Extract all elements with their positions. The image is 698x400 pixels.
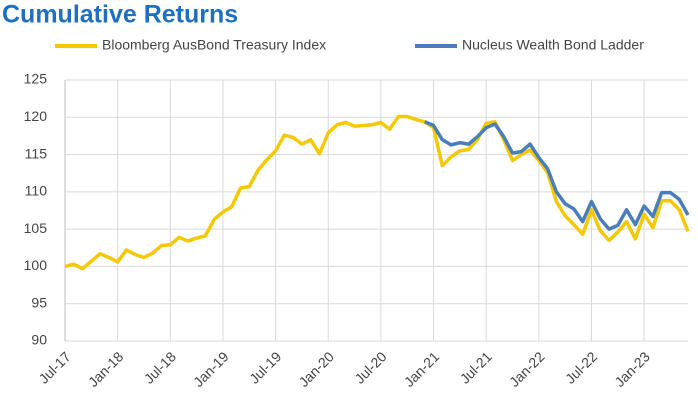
y-tick-label: 90	[31, 332, 47, 348]
y-tick-label: 110	[25, 183, 48, 199]
x-tick-label: Jul-19	[246, 348, 284, 386]
legend-label: Nucleus Wealth Bond Ladder	[462, 37, 644, 53]
legend-label: Bloomberg AusBond Treasury Index	[102, 37, 326, 53]
x-tick-label: Jul-17	[35, 348, 73, 386]
y-tick-label: 105	[24, 220, 48, 236]
x-tick-label: Jan-23	[611, 348, 653, 390]
series-line	[424, 120, 690, 231]
x-tick-label: Jul-21	[457, 348, 495, 386]
x-tick-label: Jan-22	[506, 348, 548, 390]
x-tick-label: Jan-18	[85, 348, 127, 390]
series-line	[64, 114, 690, 271]
y-tick-label: 95	[31, 294, 47, 310]
x-tick-label: Jul-22	[562, 348, 600, 386]
y-tick-label: 125	[24, 71, 48, 87]
y-tick-label: 120	[24, 108, 48, 124]
y-tick-label: 100	[24, 257, 48, 273]
x-tick-label: Jan-21	[401, 348, 443, 390]
x-tick-label: Jul-18	[141, 348, 179, 386]
chart-title: Cumulative Returns	[2, 1, 238, 29]
x-tick-label: Jan-20	[295, 348, 337, 390]
x-tick-label: Jan-19	[190, 348, 232, 390]
x-tick-label: Jul-20	[351, 348, 389, 386]
y-tick-label: 115	[25, 145, 48, 161]
